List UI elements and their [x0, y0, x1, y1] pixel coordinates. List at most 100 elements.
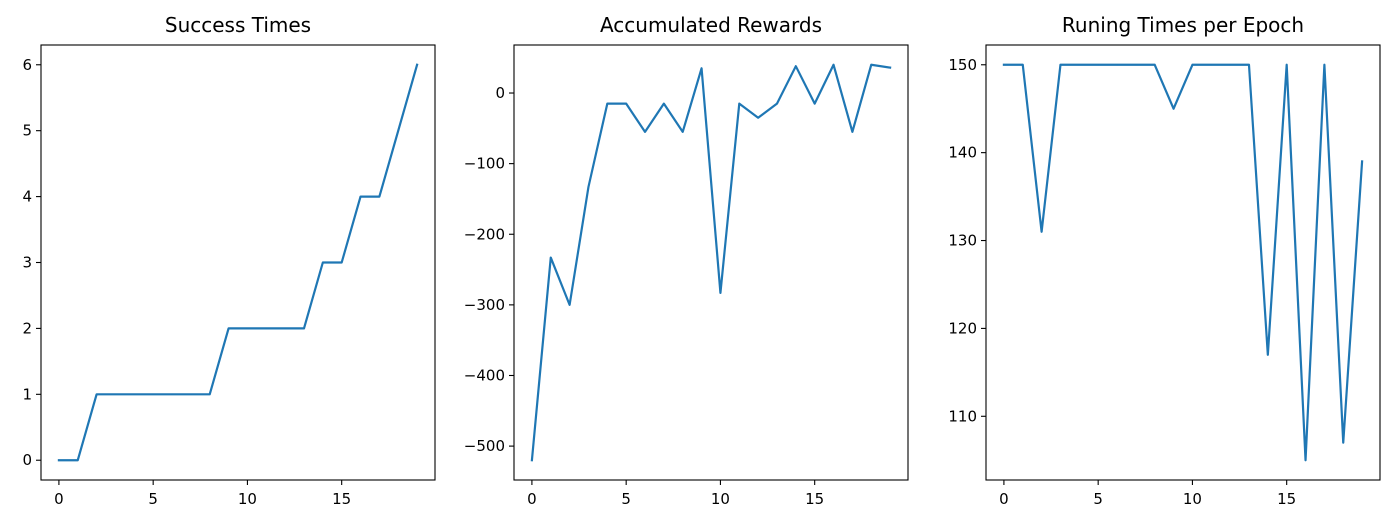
data-point [700, 67, 703, 69]
data-point [1361, 160, 1363, 163]
y-tick-label: 1 [22, 385, 32, 403]
data-point [303, 327, 305, 330]
data-point [1210, 64, 1212, 66]
data-point [719, 292, 722, 294]
data-point [58, 459, 60, 461]
x-tick-label: 5 [621, 490, 631, 508]
data-point [152, 393, 154, 395]
data-point [644, 131, 646, 133]
y-tick-label: −500 [464, 437, 505, 455]
data-point [550, 256, 552, 259]
data-point [284, 327, 286, 330]
data-point [606, 103, 608, 105]
data-point [1116, 64, 1118, 66]
data-point [1267, 354, 1269, 356]
chart-panel-1: Success Times 0 5 10 15 0 1 2 3 4 5 6 [22, 13, 436, 508]
x-tick-label: 15 [332, 490, 351, 508]
y-tick-label: −300 [464, 296, 505, 314]
data-point [96, 393, 98, 395]
y-tick-label: −400 [464, 366, 505, 384]
y-tick-label: 3 [22, 254, 32, 272]
y-tick-label: 130 [948, 232, 977, 250]
data-point [1191, 64, 1194, 66]
data-point [133, 393, 135, 395]
data-point [77, 459, 79, 461]
y-tick-label: 150 [948, 56, 977, 74]
data-point [171, 393, 173, 395]
series-line [57, 63, 419, 462]
axes-frame [40, 44, 436, 481]
y-tick-label: −200 [464, 225, 505, 243]
y-tick-label: 120 [948, 319, 977, 337]
data-point [569, 304, 571, 306]
y-tick-label: 4 [22, 188, 32, 206]
data-point [1342, 442, 1344, 444]
data-point [531, 459, 533, 461]
data-point [397, 130, 399, 132]
series-line [530, 63, 892, 462]
x-tick-label: 15 [805, 490, 824, 508]
chart-title: Accumulated Rewards [600, 13, 822, 37]
y-tick-label: −100 [464, 155, 505, 173]
axes-frame [985, 44, 1381, 481]
data-point [1022, 64, 1024, 66]
series-line [1002, 63, 1364, 462]
x-tick-label: 5 [1093, 490, 1103, 508]
data-point [114, 393, 117, 395]
data-point [1003, 64, 1005, 66]
data-point [1059, 64, 1062, 66]
y-tick-label: 5 [22, 122, 32, 140]
data-point [1229, 64, 1231, 66]
x-tick-label: 0 [54, 490, 64, 508]
data-point [322, 261, 324, 264]
data-point [227, 327, 230, 330]
data-point [1286, 64, 1288, 66]
data-point [265, 327, 267, 330]
x-tick-label: 10 [711, 490, 730, 508]
x-tick-label: 15 [1277, 490, 1296, 508]
data-point [209, 393, 211, 395]
data-point [1154, 64, 1156, 66]
data-point [1172, 108, 1175, 110]
data-point [832, 64, 835, 66]
data-point [1304, 459, 1307, 461]
data-point [663, 103, 665, 105]
data-point [625, 103, 627, 105]
x-tick-label: 10 [238, 490, 257, 508]
axes-frame [513, 44, 909, 481]
data-point [1041, 231, 1043, 233]
data-point [587, 186, 590, 188]
data-point [1097, 64, 1099, 66]
data-point [1248, 64, 1250, 66]
data-point [889, 67, 891, 69]
y-tick-label: 110 [948, 407, 977, 425]
data-point [1078, 64, 1080, 66]
y-tick-label: 140 [948, 144, 977, 162]
data-point [1135, 64, 1137, 66]
data-point [682, 131, 684, 133]
x-tick-label: 10 [1183, 490, 1202, 508]
data-point [341, 261, 343, 264]
y-tick-label: 2 [22, 319, 32, 337]
data-point [738, 103, 740, 105]
data-point [757, 117, 759, 119]
data-point [378, 195, 380, 198]
chart-title: Success Times [165, 13, 311, 37]
data-point [416, 64, 418, 66]
y-tick-label: 0 [22, 451, 32, 469]
data-point [359, 195, 362, 198]
chart-title: Runing Times per Epoch [1062, 13, 1304, 37]
chart-panel-3: Runing Times per Epoch 0 5 10 15 110 120 130 140… [948, 13, 1381, 508]
data-point [1323, 64, 1325, 66]
y-tick-label: 6 [22, 56, 32, 74]
data-point [795, 65, 797, 67]
data-point [246, 327, 249, 330]
data-point [776, 103, 778, 105]
x-tick-label: 5 [148, 490, 158, 508]
data-point [870, 64, 872, 66]
x-tick-label: 0 [999, 490, 1009, 508]
data-point [190, 393, 192, 395]
data-point [851, 131, 853, 133]
x-tick-label: 0 [527, 490, 537, 508]
